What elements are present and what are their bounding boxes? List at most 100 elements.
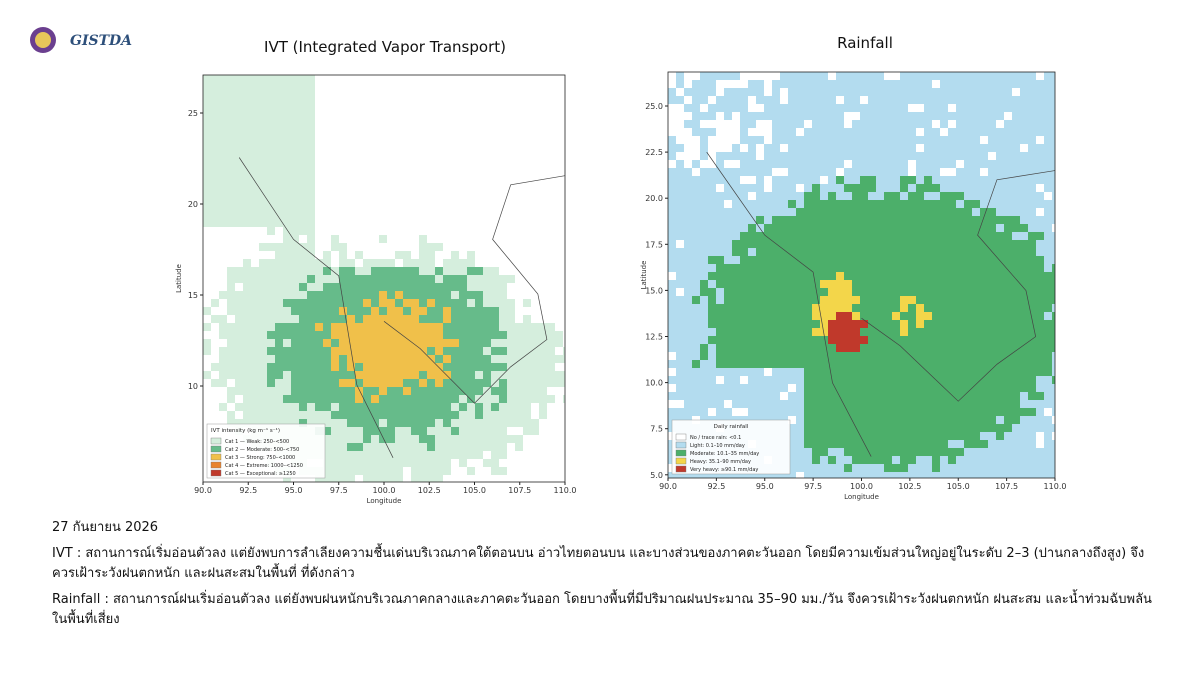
map-cell [427, 307, 435, 315]
map-cell [836, 216, 844, 224]
map-cell [371, 187, 379, 195]
map-cell [315, 123, 323, 131]
map-cell [700, 304, 708, 312]
map-cell [884, 320, 892, 328]
map-cell [1028, 112, 1036, 120]
map-cell [323, 459, 331, 467]
map-cell [483, 267, 491, 275]
map-cell [563, 171, 565, 179]
map-cell [395, 83, 403, 91]
description: 27 กันยายน 2026 IVT : สถานการณ์เริ่มอ่อน… [52, 518, 1162, 636]
map-cell [395, 163, 403, 171]
map-cell [748, 392, 756, 400]
map-cell [219, 131, 227, 139]
map-cell [708, 296, 716, 304]
map-cell [539, 179, 547, 187]
legend-swatch [675, 441, 687, 449]
map-cell [475, 323, 483, 331]
map-cell [812, 232, 820, 240]
map-cell [676, 400, 684, 408]
map-cell [1012, 200, 1020, 208]
map-cell [387, 307, 395, 315]
map-cell [764, 208, 772, 216]
map-cell [531, 227, 539, 235]
map-cell [876, 456, 884, 464]
map-cell [395, 435, 403, 443]
map-cell [956, 184, 964, 192]
map-cell [419, 187, 427, 195]
map-cell [804, 424, 812, 432]
map-cell [884, 72, 892, 80]
map-cell [876, 136, 884, 144]
map-cell [491, 195, 499, 203]
map-cell [251, 323, 259, 331]
map-cell [211, 307, 219, 315]
map-cell [491, 243, 499, 251]
map-cell [668, 384, 676, 392]
map-cell [836, 80, 844, 88]
map-cell [1004, 320, 1012, 328]
map-cell [988, 416, 996, 424]
map-cell [243, 347, 251, 355]
map-cell [483, 443, 491, 451]
map-cell [836, 144, 844, 152]
map-cell [924, 216, 932, 224]
map-cell [820, 400, 828, 408]
map-cell [395, 331, 403, 339]
map-cell [539, 403, 547, 411]
map-cell [547, 283, 555, 291]
map-cell [852, 112, 860, 120]
map-cell [924, 408, 932, 416]
map-cell [387, 131, 395, 139]
map-cell [796, 304, 804, 312]
map-cell [1044, 192, 1052, 200]
map-cell [740, 200, 748, 208]
map-cell [331, 355, 339, 363]
map-cell [1020, 352, 1028, 360]
map-cell [948, 256, 956, 264]
map-cell [764, 384, 772, 392]
map-cell [908, 384, 916, 392]
map-cell [908, 272, 916, 280]
map-cell [1012, 392, 1020, 400]
map-cell [227, 75, 235, 83]
map-cell [203, 107, 211, 115]
map-cell [740, 280, 748, 288]
map-cell [852, 184, 860, 192]
map-cell [355, 315, 363, 323]
map-cell [1012, 280, 1020, 288]
map-cell [507, 163, 515, 171]
map-cell [259, 99, 267, 107]
map-cell [716, 240, 724, 248]
map-cell [964, 472, 972, 478]
map-cell [1028, 360, 1036, 368]
map-cell [988, 408, 996, 416]
map-cell [547, 435, 555, 443]
map-cell [507, 475, 515, 482]
map-cell [299, 123, 307, 131]
map-cell [307, 347, 315, 355]
map-cell [331, 323, 339, 331]
map-cell [980, 320, 988, 328]
map-cell [227, 139, 235, 147]
map-cell [884, 176, 892, 184]
map-cell [772, 72, 780, 80]
map-cell [668, 248, 676, 256]
map-cell [235, 251, 243, 259]
map-cell [419, 331, 427, 339]
map-cell [339, 91, 347, 99]
map-cell [884, 224, 892, 232]
map-cell [820, 208, 828, 216]
map-cell [980, 392, 988, 400]
map-cell [507, 403, 515, 411]
map-cell [459, 419, 467, 427]
map-cell [339, 403, 347, 411]
map-cell [459, 427, 467, 435]
map-cell [507, 283, 515, 291]
map-cell [1020, 120, 1028, 128]
map-cell [443, 315, 451, 323]
map-cell [932, 464, 940, 472]
map-cell [740, 224, 748, 232]
map-cell [1044, 352, 1052, 360]
map-cell [499, 339, 507, 347]
